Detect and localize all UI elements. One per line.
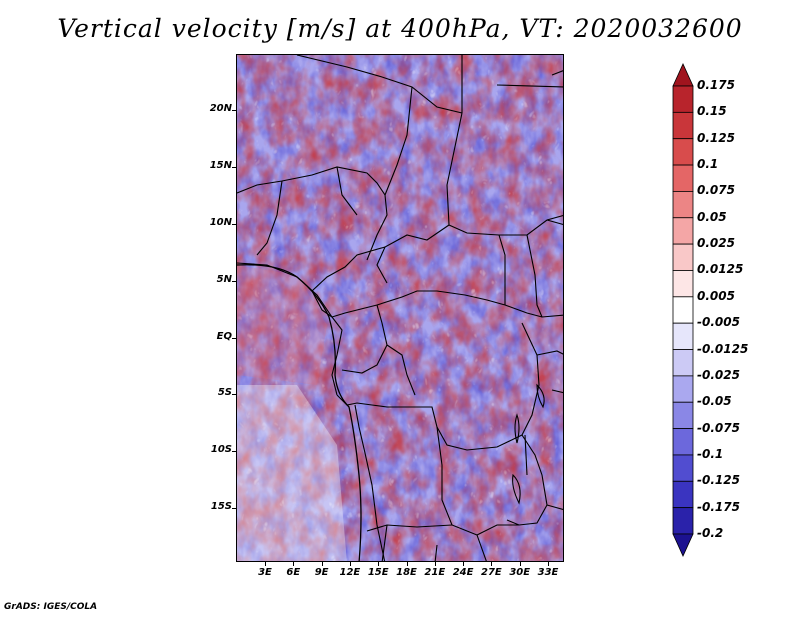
colorbar-swatch [672,164,694,192]
coastline [237,264,362,561]
colorbar [672,63,694,557]
colorbar-swatch [672,375,694,403]
gulf-region [237,265,327,385]
lat-tick-label: 15N [209,160,232,171]
lon-tick-label: 9E [314,567,329,578]
lon-tick-label: 12E [339,567,361,578]
lat-tick-mark [232,338,236,339]
colorbar-label: -0.2 [697,526,724,540]
colorbar-swatch [672,138,694,166]
ocean-pale-region [237,385,347,561]
colorbar-swatch [672,191,694,219]
lon-tick-mark [434,562,436,566]
lon-tick-label: 3E [258,567,272,578]
lon-tick-label: 30E [509,567,531,578]
lon-tick-mark [491,562,493,566]
lon-tick-label: 21E [424,567,446,578]
lat-tick-label: 20N [209,103,232,114]
lat-tick-mark [232,167,236,168]
colorbar-label: -0.05 [697,394,732,409]
colorbar-swatch [672,243,694,271]
colorbar-label: 0.1 [697,157,719,172]
colorbar-label: 0.025 [697,236,735,251]
colorbar-label: -0.0125 [697,341,749,356]
lat-tick-mark [232,508,236,509]
colorbar-swatch [672,454,694,482]
colorbar-swatch [672,401,694,429]
colorbar-swatch [672,480,694,509]
lon-tick-mark [378,562,380,566]
borders [237,55,563,561]
lat-tick-label: 10N [209,217,232,228]
colorbar-label: 0.075 [697,183,735,198]
lon-tick-label: 6E [286,567,301,578]
colorbar-swatch [672,349,694,377]
colorbar-label: 0.05 [697,209,727,224]
field-contour-lines [237,55,563,561]
lon-tick-mark [406,562,408,566]
lat-tick-label: 5N [216,274,232,285]
colorbar-label: 0.125 [697,130,735,145]
chart-title: Vertical velocity [m/s] at 400hPa, VT: 2… [57,14,743,43]
colorbar-label: 0.005 [697,288,735,303]
colorbar-label: -0.125 [697,473,740,488]
lon-tick-mark [321,562,323,566]
lat-tick-label: 5S [217,387,232,398]
lon-tick-mark [265,562,266,566]
lon-tick-mark [548,562,549,566]
lon-tick-label: 33E [537,567,559,578]
colorbar-swatch [672,270,694,298]
colorbar-label: 0.0125 [697,262,744,277]
credit-text: GrADS: IGES/COLA [4,602,98,612]
lat-tick-label: 10S [210,444,232,455]
lat-tick-mark [232,224,236,225]
colorbar-label: 0.175 [697,78,735,92]
lon-tick-mark [349,562,351,566]
colorbar-label: -0.025 [697,367,740,382]
colorbar-swatch [672,322,694,350]
lon-tick-mark [519,562,521,566]
lon-tick-label: 18E [396,567,417,578]
colorbar-top-arrow [672,63,694,87]
lat-tick-mark [232,451,236,452]
colorbar-swatch [672,428,694,456]
lon-tick-label: 15E [367,567,389,578]
lon-tick-label: 24E [452,567,474,578]
colorbar-bottom-arrow [672,533,694,557]
colorbar-label: 0.15 [697,104,727,119]
velocity-field [237,55,563,561]
colorbar-swatch [672,85,694,113]
lat-tick-mark [232,110,236,111]
lat-tick-mark [232,281,236,282]
lon-tick-mark [463,562,465,566]
lat-tick-mark [232,394,236,395]
colorbar-label: -0.1 [697,446,724,461]
colorbar-label: -0.075 [697,420,740,435]
lat-tick-label: 15S [210,501,232,512]
lat-tick-label: EQ [216,331,232,342]
colorbar-swatch [672,111,694,140]
colorbar-swatch [672,507,694,535]
lon-tick-label: 27E [481,567,502,578]
colorbar-label: -0.005 [697,315,740,330]
colorbar-label: -0.175 [697,499,740,514]
lon-tick-mark [293,562,295,566]
colorbar-swatch [672,296,694,324]
velocity-map [236,54,564,562]
colorbar-swatch [672,217,694,245]
